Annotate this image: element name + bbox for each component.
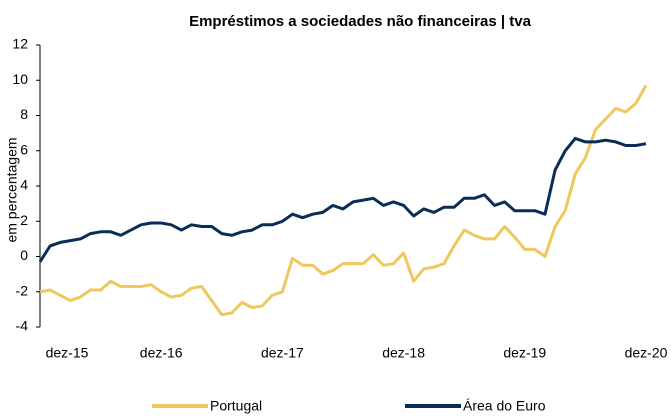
x-tick-label: dez-20 — [625, 345, 668, 361]
y-tick-label: 2 — [20, 212, 28, 228]
x-tick-label: dez-16 — [140, 345, 183, 361]
line-series — [39, 84, 648, 317]
y-tick-label: 0 — [20, 247, 28, 263]
y-tick-label: -2 — [16, 282, 29, 298]
y-tick-label: 6 — [20, 141, 28, 157]
x-tick-label: dez-15 — [46, 345, 89, 361]
line-series — [38, 136, 647, 263]
y-axis-label: em percentagem — [4, 137, 20, 242]
y-tick-label: -4 — [16, 318, 29, 334]
y-tick-label: 8 — [20, 106, 28, 122]
x-tick-label: dez-19 — [503, 345, 546, 361]
chart-title: Empréstimos a sociedades não financeiras… — [189, 13, 531, 30]
legend-label: Área do Euro — [463, 398, 546, 414]
y-tick-label: 4 — [20, 177, 28, 193]
legend-label: Portugal — [210, 398, 262, 414]
x-tick-label: dez-17 — [261, 345, 304, 361]
x-tick-label: dez-18 — [382, 345, 425, 361]
y-tick-label: 12 — [12, 36, 28, 52]
y-tick-label: 10 — [12, 71, 28, 87]
